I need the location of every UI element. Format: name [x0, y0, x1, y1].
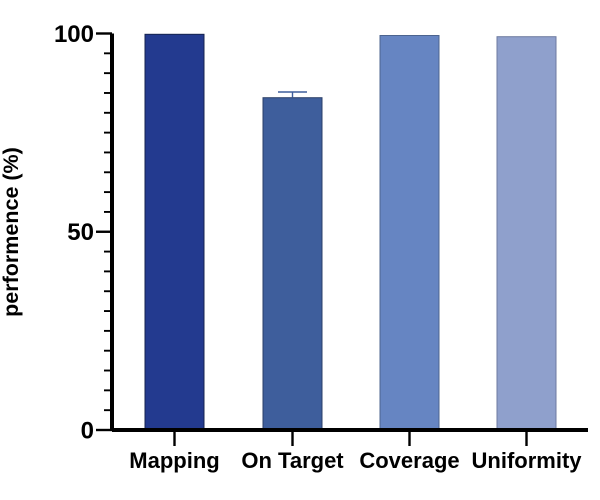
svg-text:On Target: On Target — [241, 448, 344, 473]
svg-text:performence (%): performence (%) — [0, 147, 23, 317]
svg-text:Uniformity: Uniformity — [472, 448, 583, 473]
svg-text:Coverage: Coverage — [359, 448, 459, 473]
svg-text:50: 50 — [67, 219, 94, 246]
svg-text:0: 0 — [81, 418, 94, 445]
svg-text:100: 100 — [54, 21, 94, 48]
svg-text:Mapping: Mapping — [129, 448, 219, 473]
